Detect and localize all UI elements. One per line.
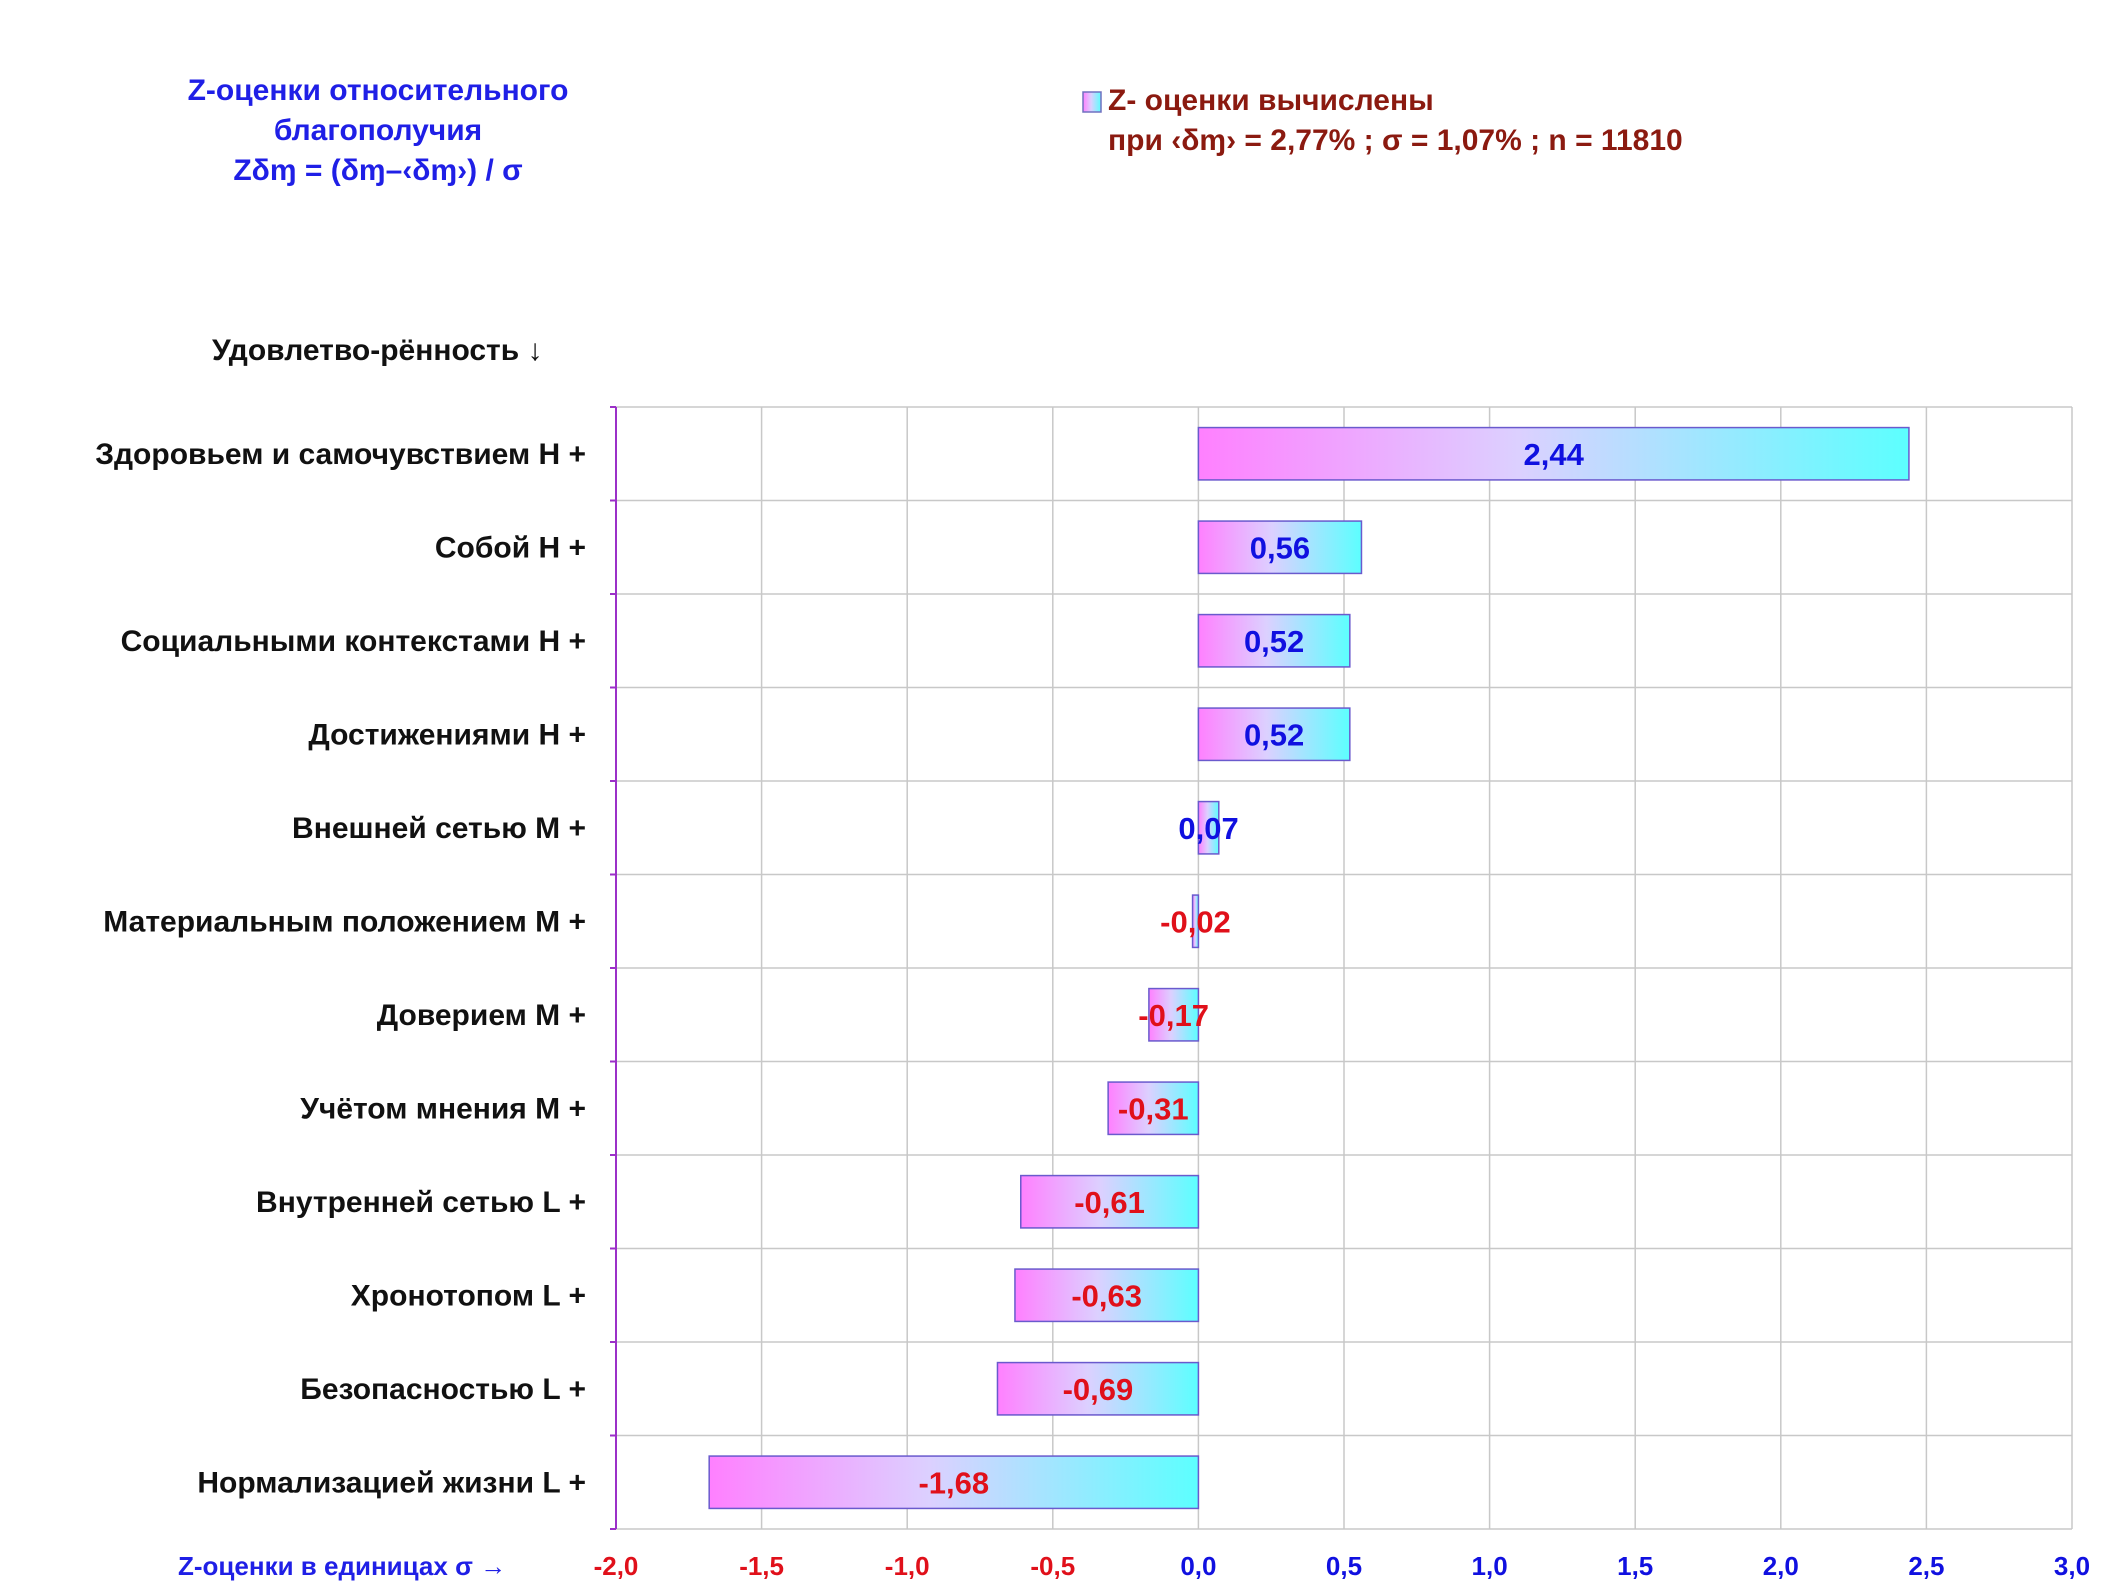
- category-label: Собой Н +: [435, 531, 586, 564]
- bar: [996, 1361, 1200, 1416]
- bar: [1014, 1268, 1200, 1323]
- category-label: Нормализацией жизни L +: [197, 1466, 586, 1499]
- legend: Z- оценки вычислены при ‹δɱ› = 2,77% ; σ…: [1082, 84, 1683, 157]
- data-label: -0,17: [1138, 998, 1209, 1033]
- x-tick-label: -1,0: [885, 1551, 930, 1581]
- title-line-2: благополучия: [274, 114, 482, 147]
- data-label: -0,63: [1071, 1278, 1142, 1313]
- data-label: -1,68: [918, 1465, 989, 1500]
- bar: [1197, 426, 1910, 481]
- data-label: -0,61: [1074, 1185, 1145, 1220]
- category-label: Безопасностью L +: [300, 1373, 586, 1406]
- category-label: Достижениями Н +: [308, 718, 586, 751]
- x-axis-caption: Z-оценки в единицах σ →: [178, 1551, 506, 1581]
- category-label: Доверием М +: [377, 999, 586, 1032]
- bar: [1197, 800, 1220, 855]
- bar: [1020, 1174, 1200, 1229]
- gridlines: [610, 406, 2073, 1530]
- category-label: Хронотопом L +: [351, 1279, 586, 1312]
- data-label: 0,52: [1244, 624, 1304, 659]
- chart-title: Z-оценки относительного благополучия Zδɱ…: [188, 74, 569, 187]
- category-labels: Здоровьем и самочувствием Н + Собой Н + Со…: [95, 438, 586, 1500]
- bars: [708, 426, 1910, 1510]
- category-label: Внутренней сетью L +: [256, 1186, 586, 1219]
- x-tick-label: 1,5: [1617, 1551, 1653, 1581]
- data-label: 0,52: [1244, 717, 1304, 752]
- category-label: Здоровьем и самочувствием Н +: [95, 438, 586, 471]
- bar: [1197, 613, 1351, 668]
- title-line-1: Z-оценки относительного: [188, 74, 569, 107]
- data-label: 0,56: [1250, 530, 1310, 565]
- x-axis-ticks: -2,0 -1,5 -1,0 -0,5 0,0 0,5 1,0 1,5 2,0 2,5 3,0: [594, 1551, 2090, 1581]
- category-label: Материальным положением М +: [103, 905, 586, 938]
- category-label: Социальными контекстами Н +: [121, 625, 586, 658]
- bar: [708, 1455, 1200, 1510]
- x-tick-label: -2,0: [594, 1551, 639, 1581]
- x-tick-label: 0,0: [1180, 1551, 1216, 1581]
- x-tick-label: 1,0: [1472, 1551, 1508, 1581]
- y-axis-header: Удовлетво-рённость ↓: [212, 334, 543, 367]
- value-labels: 2,44 0,56 0,52 0,52 0,07 -0,02 -0,17 -0,31 -0,61…: [918, 437, 1584, 1501]
- title-formula: Zδɱ = (δɱ–‹δɱ›) / σ: [233, 154, 522, 187]
- x-tick-label: -0,5: [1030, 1551, 1075, 1581]
- category-label: Учётом мнения М +: [300, 1092, 586, 1125]
- data-label: -0,31: [1118, 1091, 1189, 1126]
- data-label: -0,02: [1160, 904, 1231, 939]
- bar: [1191, 894, 1200, 949]
- x-tick-label: 2,5: [1908, 1551, 1944, 1581]
- bar: [1197, 707, 1351, 762]
- legend-entry: Z- оценки вычислены: [1108, 84, 1434, 117]
- data-label: 2,44: [1523, 437, 1584, 472]
- category-label: Внешней сетью М +: [292, 812, 586, 845]
- x-tick-label: -1,5: [739, 1551, 784, 1581]
- x-tick-label: 0,5: [1326, 1551, 1362, 1581]
- data-label: -0,69: [1063, 1372, 1134, 1407]
- bar: [1197, 520, 1363, 575]
- x-tick-label: 2,0: [1763, 1551, 1799, 1581]
- legend-swatch: [1082, 91, 1102, 113]
- x-tick-label: 3,0: [2054, 1551, 2090, 1581]
- bar: [1148, 987, 1200, 1042]
- data-label: 0,07: [1178, 811, 1238, 846]
- bar: [1107, 1081, 1200, 1136]
- legend-note: при ‹δɱ› = 2,77% ; σ = 1,07% ; n = 11810: [1108, 124, 1683, 157]
